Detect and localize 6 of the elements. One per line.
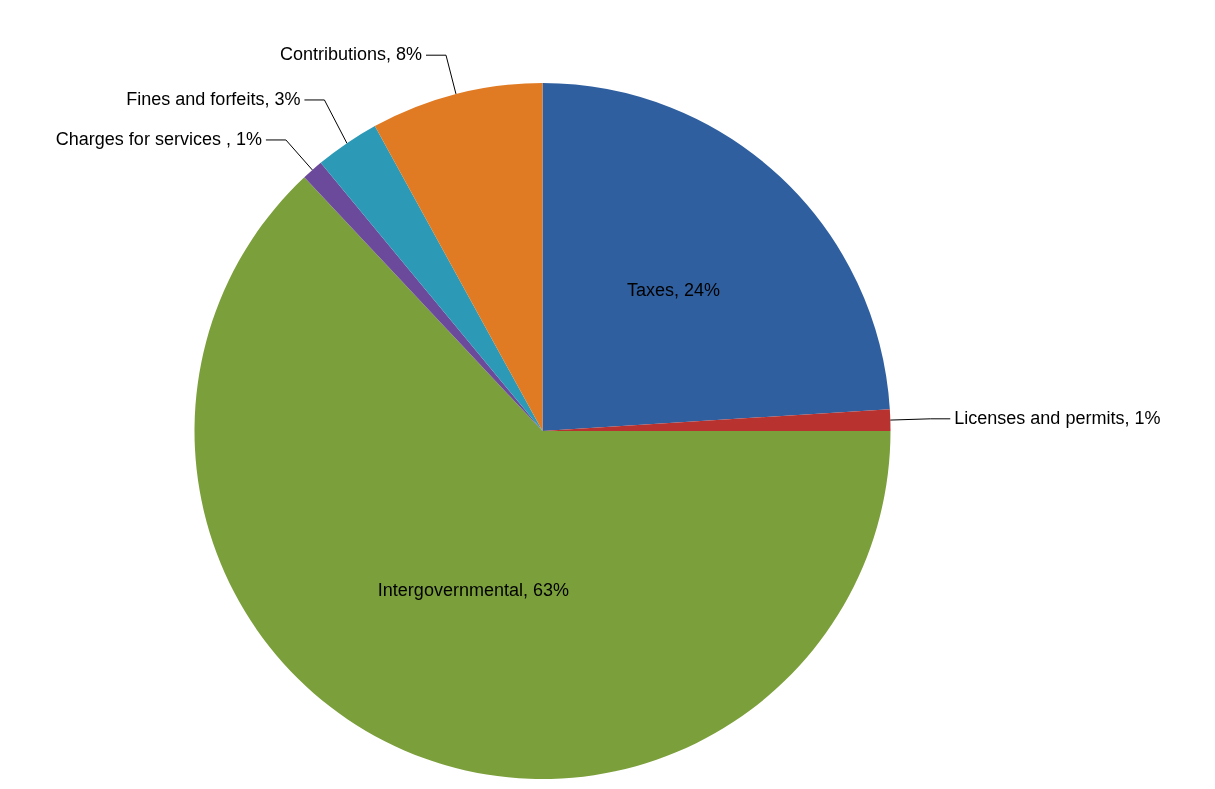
slice-label: Charges for services , 1% bbox=[55, 128, 262, 149]
slice-label: Intergovernmental, 63% bbox=[377, 579, 569, 600]
slice-label: Taxes, 24% bbox=[626, 280, 721, 301]
slice-label: Licenses and permits, 1% bbox=[954, 407, 1161, 428]
slice-label: Fines and forfeits, 3% bbox=[126, 88, 301, 109]
slice-label: Contributions, 8% bbox=[279, 44, 423, 65]
